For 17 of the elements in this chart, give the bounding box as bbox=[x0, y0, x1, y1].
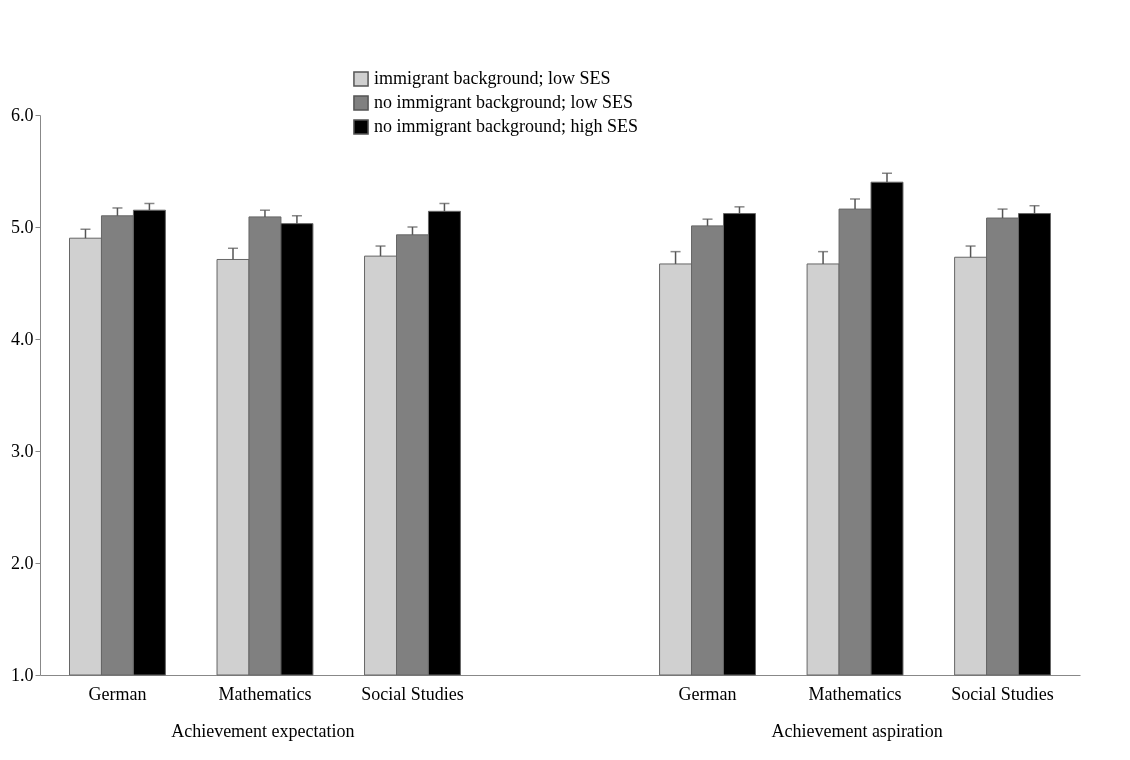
y-tick-label: 1.0 bbox=[11, 664, 34, 685]
y-tick-label: 5.0 bbox=[11, 216, 34, 237]
legend-label: immigrant background; low SES bbox=[374, 68, 611, 88]
legend-label: no immigrant background; high SES bbox=[374, 116, 638, 136]
text: Achievement expectation bbox=[171, 721, 355, 741]
x-tick-label: Mathematics bbox=[218, 683, 312, 704]
text: Achievement aspiration bbox=[771, 721, 943, 741]
y-tick-label: 3.0 bbox=[11, 440, 34, 461]
legend-label: no immigrant background; low SES bbox=[374, 92, 633, 112]
x-tick-label: German bbox=[88, 683, 147, 704]
y-tick-label: 4.0 bbox=[11, 328, 34, 349]
x-tick-label: Social Studies bbox=[361, 683, 464, 704]
x-tick-label: Social Studies bbox=[951, 683, 1054, 704]
y-tick-label: 2.0 bbox=[11, 552, 34, 573]
y-tick-label: 6.0 bbox=[11, 104, 34, 125]
x-tick-label: German bbox=[678, 683, 737, 704]
x-tick-label: Mathematics bbox=[808, 683, 902, 704]
